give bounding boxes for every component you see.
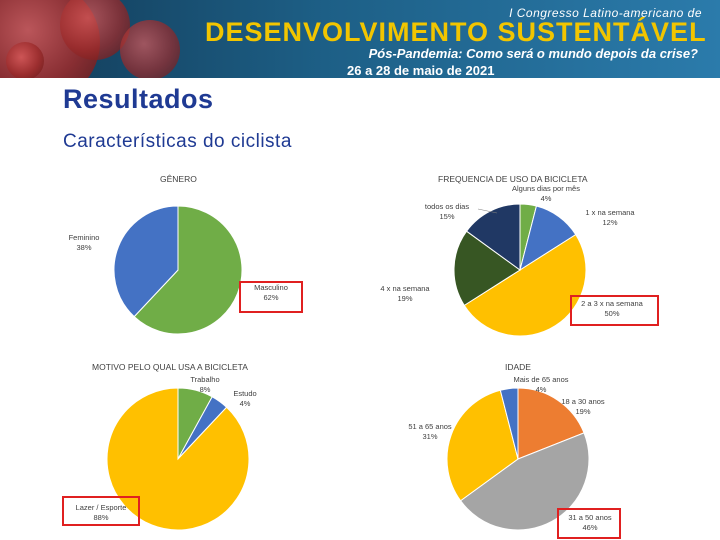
slice-label: 4 x na semana	[380, 284, 430, 293]
pie-slice	[517, 387, 585, 460]
slice-percent: 88%	[93, 513, 108, 522]
slice-percent: 4%	[240, 399, 251, 408]
highlight-box	[239, 281, 303, 313]
page-title: Resultados	[63, 84, 214, 114]
slice-percent: 62%	[263, 293, 278, 302]
highlight-box	[570, 295, 659, 326]
chart-title: GÊNERO	[160, 174, 197, 184]
slice-percent: 46%	[582, 523, 597, 532]
banner-dates: 26 a 28 de maio de 2021	[347, 63, 495, 78]
pie-slice	[113, 205, 179, 318]
page-subtitle: Características do ciclista	[63, 131, 292, 152]
chart-title: IDADE	[505, 362, 531, 372]
slice-percent: 8%	[200, 385, 211, 394]
pie-slice	[106, 387, 250, 531]
slice-percent: 4%	[541, 194, 552, 203]
slice-label: Alguns dias por mês	[512, 184, 580, 193]
slice-percent: 19%	[575, 407, 590, 416]
chart-title: MOTIVO PELO QUAL USA A BICICLETA	[92, 362, 248, 372]
pie-slice	[499, 387, 519, 460]
virus-graphic	[6, 42, 44, 78]
highlight-box	[62, 496, 140, 526]
virus-graphic	[60, 0, 130, 60]
event-banner: I Congresso Latino-americano de DESENVOL…	[0, 0, 720, 78]
pie-slice	[446, 389, 519, 502]
slice-label: 1 x na semana	[585, 208, 635, 217]
slice-percent: 38%	[76, 243, 91, 252]
slice-percent: 4%	[536, 385, 547, 394]
banner-title: DESENVOLVIMENTO SUSTENTÁVEL	[205, 17, 707, 47]
leader-line	[477, 208, 498, 214]
slice-percent: 12%	[602, 218, 617, 227]
slice-percent: 15%	[439, 212, 454, 221]
slice-label: 18 a 30 anos	[561, 397, 605, 406]
highlight-box	[557, 508, 621, 539]
virus-graphic	[120, 20, 180, 78]
slice-label: Trabalho	[190, 375, 219, 384]
chart-title: FREQUENCIA DE USO DA BICICLETA	[438, 174, 588, 184]
pie-slice	[463, 233, 587, 337]
slice-percent: 50%	[604, 309, 619, 318]
slice-label: Mais de 65 anos	[513, 375, 568, 384]
slice-label: Lazer / Esporte	[76, 503, 127, 512]
banner-subtitle: Pós-Pandemia: Como será o mundo depois d…	[368, 46, 698, 61]
pie-slice	[133, 205, 243, 335]
slice-percent: 31%	[422, 432, 437, 441]
slice-label: Estudo	[233, 389, 256, 398]
slice-label: Feminino	[69, 233, 100, 242]
pie-chart-3: MOTIVO PELO QUAL USA A BICICLETA Trabalho…	[62, 362, 257, 531]
slice-percent: 19%	[397, 294, 412, 303]
pie-slice	[453, 230, 521, 307]
slice-label: 51 a 65 anos	[408, 422, 452, 431]
slice-label: todos os dias	[425, 202, 469, 211]
slice-label: 2 a 3 x na semana	[581, 299, 644, 308]
slice-label: 31 a 50 anos	[568, 513, 612, 522]
slice-label: Masculino	[254, 283, 288, 292]
pie-slice	[459, 432, 590, 531]
pie-slice	[465, 203, 521, 271]
banner-congress-line: I Congresso Latino-americano de	[509, 6, 702, 20]
